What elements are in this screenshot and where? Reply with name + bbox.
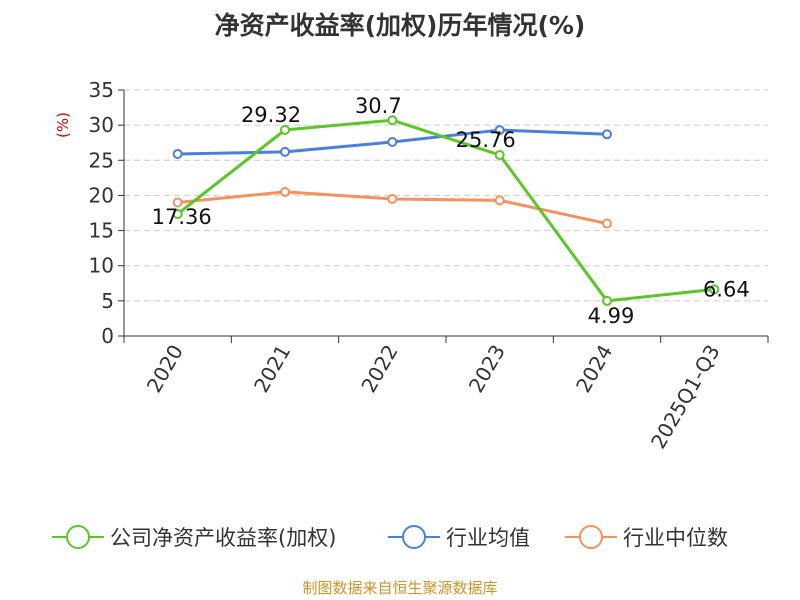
series-line <box>176 118 715 303</box>
data-point <box>172 197 183 208</box>
y-tick-label: 15 <box>89 219 114 243</box>
data-point <box>602 218 612 229</box>
legend-item[interactable]: 行业中位数 <box>565 525 728 550</box>
source-note: 制图数据来自恒生聚源数据库 <box>302 579 497 597</box>
data-point <box>387 137 398 148</box>
x-tick-label: 2024 <box>571 341 617 397</box>
y-tick-label: 25 <box>89 148 114 172</box>
legend-swatch-marker <box>579 525 603 549</box>
data-point <box>280 124 290 135</box>
series-group <box>172 115 720 306</box>
legend-swatch-marker <box>66 525 90 549</box>
data-point <box>602 295 612 306</box>
chart-title: 净资产收益率(加权)历年情况(%) <box>215 11 586 40</box>
legend-item[interactable]: 公司净资产收益率(加权) <box>52 525 336 550</box>
data-point <box>494 195 505 206</box>
y-tick-label: 35 <box>89 78 114 102</box>
y-axis-unit: (%) <box>54 112 72 138</box>
data-point <box>387 193 398 204</box>
data-point <box>387 115 398 126</box>
data-label: 6.64 <box>703 277 750 301</box>
data-point <box>494 125 505 136</box>
x-tick-label: 2025Q1-Q3 <box>646 341 725 453</box>
y-tick-label: 30 <box>89 113 114 137</box>
gridlines <box>124 89 768 302</box>
legend: 公司净资产收益率(加权) 行业均值 行业中位数 <box>52 525 728 550</box>
data-point <box>280 146 290 157</box>
x-tick-label: 2020 <box>142 341 188 397</box>
data-label: 4.99 <box>588 304 635 328</box>
data-point <box>172 148 183 159</box>
legend-swatch-marker <box>402 525 426 549</box>
x-tick-label: 2021 <box>249 341 295 397</box>
legend-label: 行业中位数 <box>623 526 728 550</box>
data-point <box>602 129 612 140</box>
y-tick-label: 10 <box>89 254 114 278</box>
y-tick-label: 0 <box>101 324 114 348</box>
data-point <box>172 208 183 219</box>
y-tick-label: 20 <box>89 183 114 207</box>
data-point <box>494 149 505 160</box>
data-point <box>280 186 290 197</box>
legend-label: 公司净资产收益率(加权) <box>110 526 336 550</box>
legend-label: 行业均值 <box>446 526 530 550</box>
x-tick-label: 2023 <box>464 340 510 396</box>
legend-item[interactable]: 行业均值 <box>388 525 530 550</box>
data-label: 29.32 <box>241 103 301 127</box>
data-label: 17.36 <box>152 205 212 229</box>
y-tick-label: 5 <box>101 289 114 313</box>
data-point <box>709 284 720 295</box>
data-labels: 17.36 29.32 30.7 25.76 4.99 6.64 <box>152 94 750 328</box>
data-label: 30.7 <box>355 94 402 118</box>
x-tick-label: 2022 <box>356 341 402 397</box>
data-label: 25.76 <box>456 128 516 152</box>
